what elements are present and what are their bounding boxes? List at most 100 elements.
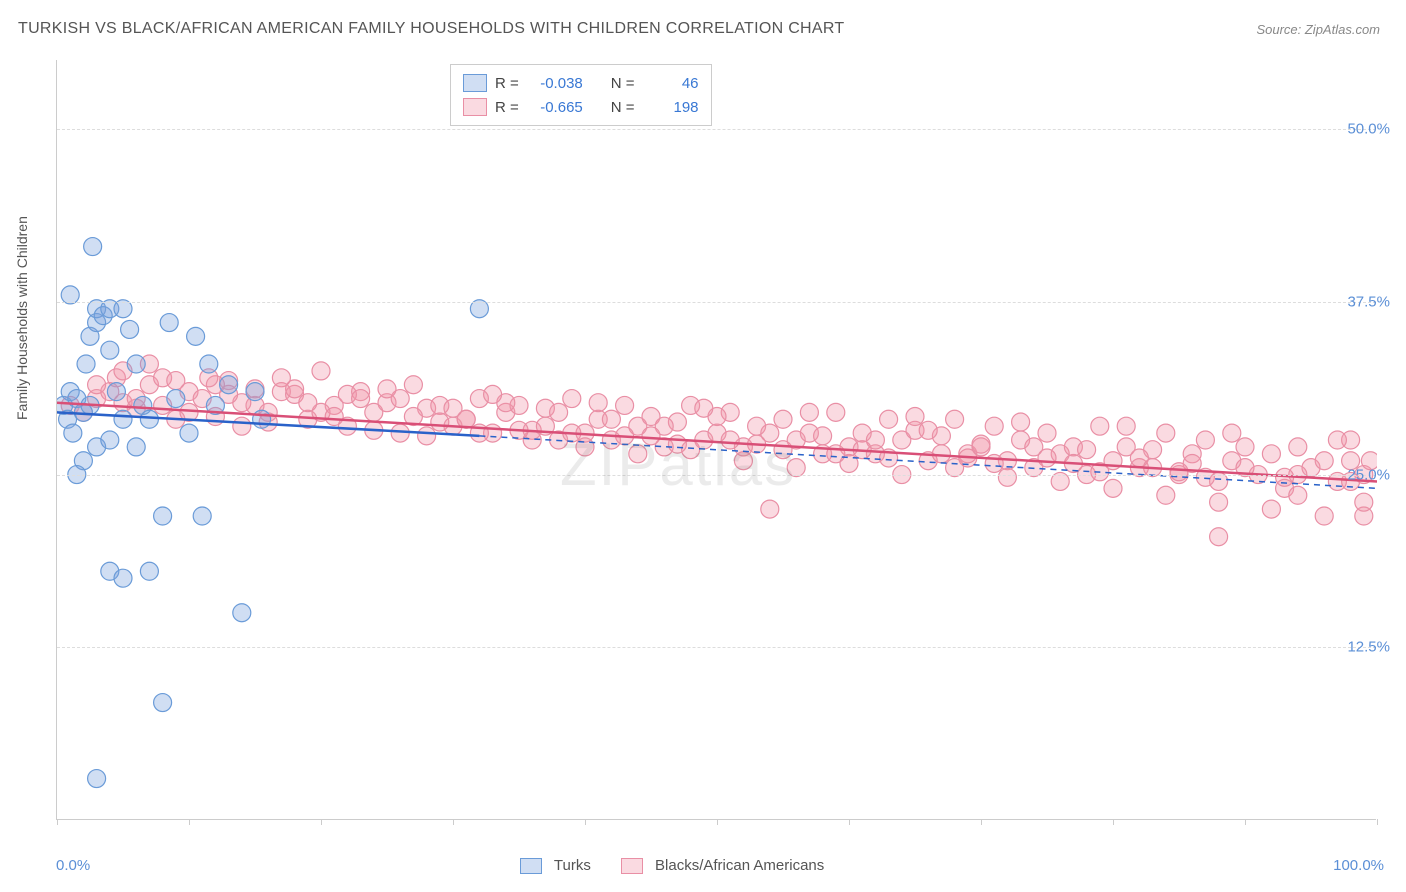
- scatter-point: [906, 408, 924, 426]
- gridline: [57, 129, 1376, 130]
- scatter-point: [154, 694, 172, 712]
- scatter-point: [418, 427, 436, 445]
- scatter-point: [1157, 424, 1175, 442]
- scatter-point: [827, 445, 845, 463]
- scatter-point: [1078, 441, 1096, 459]
- watermark-text: ZIPatlas: [560, 430, 796, 499]
- scatter-point: [1196, 431, 1214, 449]
- legend-swatch-turks-bottom: [520, 858, 542, 874]
- scatter-point: [1315, 507, 1333, 525]
- x-axis-max-label: 100.0%: [1333, 857, 1384, 874]
- x-tick: [189, 819, 190, 825]
- scatter-point: [107, 383, 125, 401]
- scatter-point: [1012, 413, 1030, 431]
- scatter-point: [84, 238, 102, 256]
- chart-title: TURKISH VS BLACK/AFRICAN AMERICAN FAMILY…: [18, 20, 845, 38]
- x-axis-min-label: 0.0%: [56, 857, 90, 874]
- scatter-point: [233, 604, 251, 622]
- scatter-point: [919, 421, 937, 439]
- legend-item-turks: Turks: [520, 857, 591, 874]
- scatter-point: [114, 569, 132, 587]
- scatter-point: [972, 435, 990, 453]
- scatter-point: [187, 327, 205, 345]
- gridline: [57, 647, 1376, 648]
- scatter-point: [64, 424, 82, 442]
- scatter-point: [827, 403, 845, 421]
- scatter-point: [167, 372, 185, 390]
- scatter-point: [602, 410, 620, 428]
- source-label: Source: ZipAtlas.com: [1256, 22, 1380, 37]
- scatter-point: [253, 410, 271, 428]
- x-tick: [1377, 819, 1378, 825]
- x-tick: [1113, 819, 1114, 825]
- y-tick-label: 25.0%: [1347, 466, 1390, 483]
- scatter-point: [88, 770, 106, 788]
- scatter-point: [193, 507, 211, 525]
- scatter-point: [1262, 445, 1280, 463]
- y-tick-label: 50.0%: [1347, 121, 1390, 138]
- scatter-point: [1210, 528, 1228, 546]
- x-tick: [1245, 819, 1246, 825]
- scatter-point: [154, 507, 172, 525]
- scatter-point: [998, 468, 1016, 486]
- legend-label-turks: Turks: [554, 857, 591, 874]
- legend-n-value-turks: 46: [643, 75, 699, 92]
- scatter-point: [180, 424, 198, 442]
- legend-swatch-turks: [463, 74, 487, 92]
- scatter-point: [563, 390, 581, 408]
- scatter-point: [814, 427, 832, 445]
- scatter-point: [616, 396, 634, 414]
- scatter-point: [1289, 486, 1307, 504]
- scatter-point: [1328, 431, 1346, 449]
- scatter-point: [1091, 417, 1109, 435]
- scatter-point: [246, 383, 264, 401]
- scatter-point: [1157, 486, 1175, 504]
- scatter-point: [101, 341, 119, 359]
- legend-n-label-2: N =: [611, 99, 635, 116]
- scatter-point: [550, 403, 568, 421]
- scatter-point: [695, 399, 713, 417]
- scatter-point: [312, 362, 330, 380]
- x-tick: [717, 819, 718, 825]
- x-tick: [57, 819, 58, 825]
- scatter-point: [127, 355, 145, 373]
- scatter-point: [1355, 493, 1373, 511]
- x-tick: [981, 819, 982, 825]
- scatter-point: [167, 390, 185, 408]
- x-tick: [849, 819, 850, 825]
- scatter-point: [484, 385, 502, 403]
- scatter-point: [114, 410, 132, 428]
- legend-row-turks: R = -0.038 N = 46: [463, 71, 699, 95]
- scatter-point: [272, 369, 290, 387]
- scatter-point: [985, 417, 1003, 435]
- scatter-point: [140, 562, 158, 580]
- scatter-point: [946, 410, 964, 428]
- scatter-point: [352, 390, 370, 408]
- scatter-point: [1236, 438, 1254, 456]
- legend-n-value-blacks: 198: [643, 99, 699, 116]
- scatter-point: [404, 376, 422, 394]
- correlation-legend: R = -0.038 N = 46 R = -0.665 N = 198: [450, 64, 712, 126]
- scatter-point: [1315, 452, 1333, 470]
- scatter-point: [121, 320, 139, 338]
- series-legend: Turks Blacks/African Americans: [520, 857, 824, 874]
- scatter-point: [1038, 449, 1056, 467]
- scatter-point: [101, 431, 119, 449]
- scatter-point: [880, 410, 898, 428]
- legend-item-blacks: Blacks/African Americans: [621, 857, 824, 874]
- scatter-point: [140, 410, 158, 428]
- scatter-point: [800, 403, 818, 421]
- scatter-point: [220, 376, 238, 394]
- scatter-point: [431, 413, 449, 431]
- scatter-point: [299, 394, 317, 412]
- scatter-point: [761, 500, 779, 518]
- scatter-point: [1170, 463, 1188, 481]
- legend-row-blacks: R = -0.665 N = 198: [463, 95, 699, 119]
- x-tick: [585, 819, 586, 825]
- scatter-point: [378, 380, 396, 398]
- scatter-point: [233, 417, 251, 435]
- scatter-point: [127, 438, 145, 456]
- scatter-point: [1038, 424, 1056, 442]
- legend-n-label: N =: [611, 75, 635, 92]
- scatter-point: [774, 410, 792, 428]
